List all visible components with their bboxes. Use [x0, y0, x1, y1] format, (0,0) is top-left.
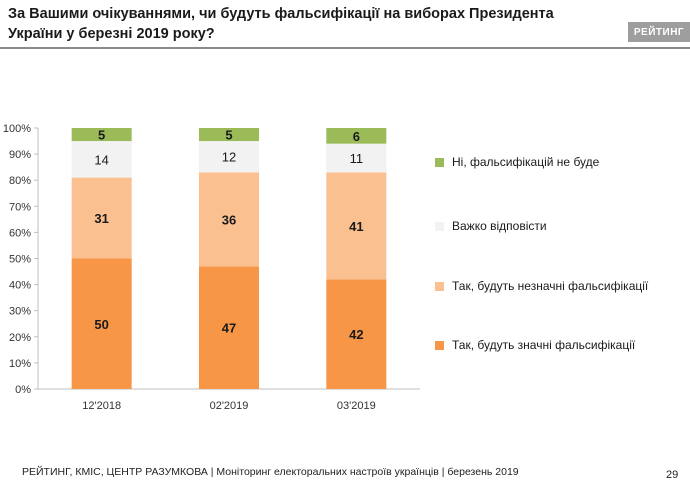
header-divider: [0, 47, 690, 49]
y-tick-label: 30%: [9, 306, 31, 318]
data-label: 6: [353, 129, 360, 144]
data-label: 11: [350, 151, 364, 166]
bar-segment: [326, 128, 387, 144]
data-label: 5: [225, 128, 232, 143]
bar-segment: [199, 172, 259, 267]
bar-segment: [71, 128, 132, 142]
y-tick-label: 90%: [9, 149, 31, 161]
chart-bars: [71, 128, 387, 389]
bar-segment: [326, 143, 387, 173]
bar-segment: [71, 177, 132, 259]
bar-segment: [326, 279, 387, 389]
x-tick-label: 12'2018: [82, 400, 121, 412]
data-label: 5: [98, 128, 105, 143]
legend-swatch: [435, 281, 444, 291]
bar-segment: [326, 172, 387, 280]
y-tick-label: 80%: [9, 175, 31, 187]
chart-labels: 50 31 14 5 47 36 12 5 42 41 11 6: [94, 128, 363, 343]
brand-logo: РЕЙТИНГ: [628, 22, 690, 42]
legend-label: Так, будуть значні фальсифікації: [452, 338, 636, 352]
x-tick-label: 03'2019: [337, 400, 376, 412]
y-tick-label: 100%: [3, 123, 31, 135]
y-tick-label: 10%: [9, 358, 31, 370]
legend-item: Важко відповісти: [435, 219, 547, 233]
y-tick-label: 70%: [9, 201, 31, 213]
legend-item: Ні, фальсифікацій не буде: [435, 155, 599, 169]
legend-swatch: [435, 221, 444, 231]
bar-segment: [199, 128, 259, 142]
bar-segment: [199, 141, 259, 173]
legend-label: Так, будуть незначні фальсифікації: [452, 279, 649, 293]
legend-item: Так, будуть значні фальсифікації: [435, 338, 635, 352]
legend-label: Ні, фальсифікацій не буде: [452, 155, 600, 169]
data-label: 12: [222, 150, 236, 165]
chart-title: За Вашими очікуваннями, чи будуть фальси…: [8, 6, 554, 42]
y-tick-label: 50%: [9, 254, 31, 266]
x-tick-label: 02'2019: [210, 400, 249, 412]
data-label: 42: [349, 327, 363, 342]
y-tick-label: 20%: [9, 332, 31, 344]
legend-label: Важко відповісти: [452, 219, 547, 233]
y-tick-label: 60%: [9, 227, 31, 239]
data-label: 14: [94, 152, 108, 167]
chart-axes: 0% 10% 20% 30% 40% 50% 60% 70% 80% 90% 100% 12'2018…: [3, 123, 420, 412]
data-label: 50: [94, 317, 108, 332]
bar-segment: [71, 141, 132, 178]
y-tick-label: 40%: [9, 280, 31, 292]
bar-segment: [71, 258, 132, 389]
page-number: 29: [666, 469, 679, 481]
legend-item: Так, будуть незначні фальсифікації: [435, 279, 648, 293]
data-label: 31: [94, 211, 108, 226]
data-label: 36: [222, 212, 236, 227]
y-tick-label: 0%: [15, 384, 31, 396]
data-label: 41: [349, 219, 363, 234]
bar-segment: [199, 266, 259, 389]
legend-swatch: [435, 340, 444, 350]
footer-source: РЕЙТИНГ, КМІС, ЦЕНТР РАЗУМКОВА | Монітор…: [22, 466, 519, 478]
data-label: 47: [222, 321, 236, 336]
legend-swatch: [435, 157, 444, 167]
